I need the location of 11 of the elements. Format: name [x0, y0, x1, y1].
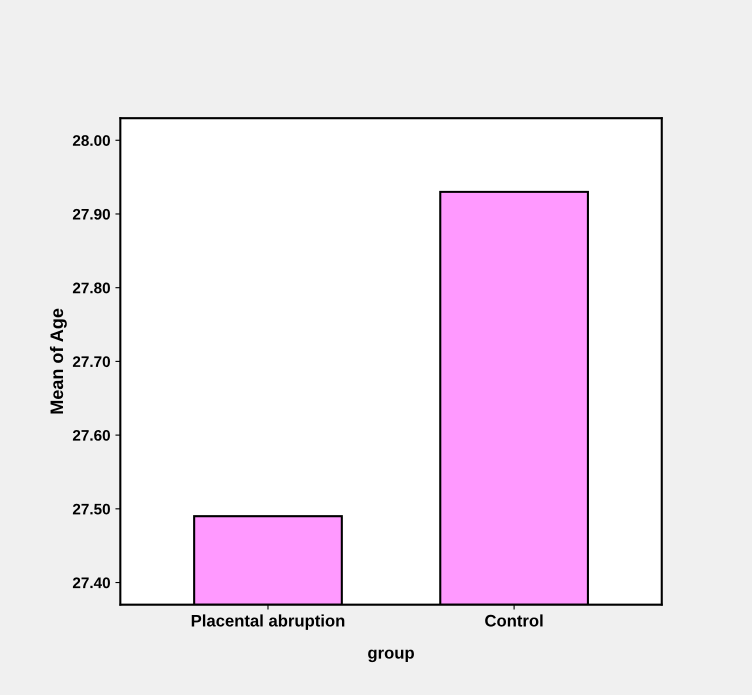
x-axis-title: group [368, 650, 414, 662]
y-axis-title: Mean of Age [50, 308, 67, 414]
y-tick-label: 27.70 [72, 356, 110, 368]
y-tick-label: 28.00 [72, 135, 110, 146]
x-tick-label: Placental abruption [192, 614, 344, 630]
y-tick-label: 27.50 [72, 504, 110, 515]
x-tick-label: Control [485, 614, 543, 627]
y-tick-label: 27.40 [72, 577, 110, 588]
y-tick-label: 27.60 [72, 430, 110, 441]
y-tick-label: 27.90 [72, 208, 110, 220]
y-tick-label: 27.80 [72, 282, 110, 294]
